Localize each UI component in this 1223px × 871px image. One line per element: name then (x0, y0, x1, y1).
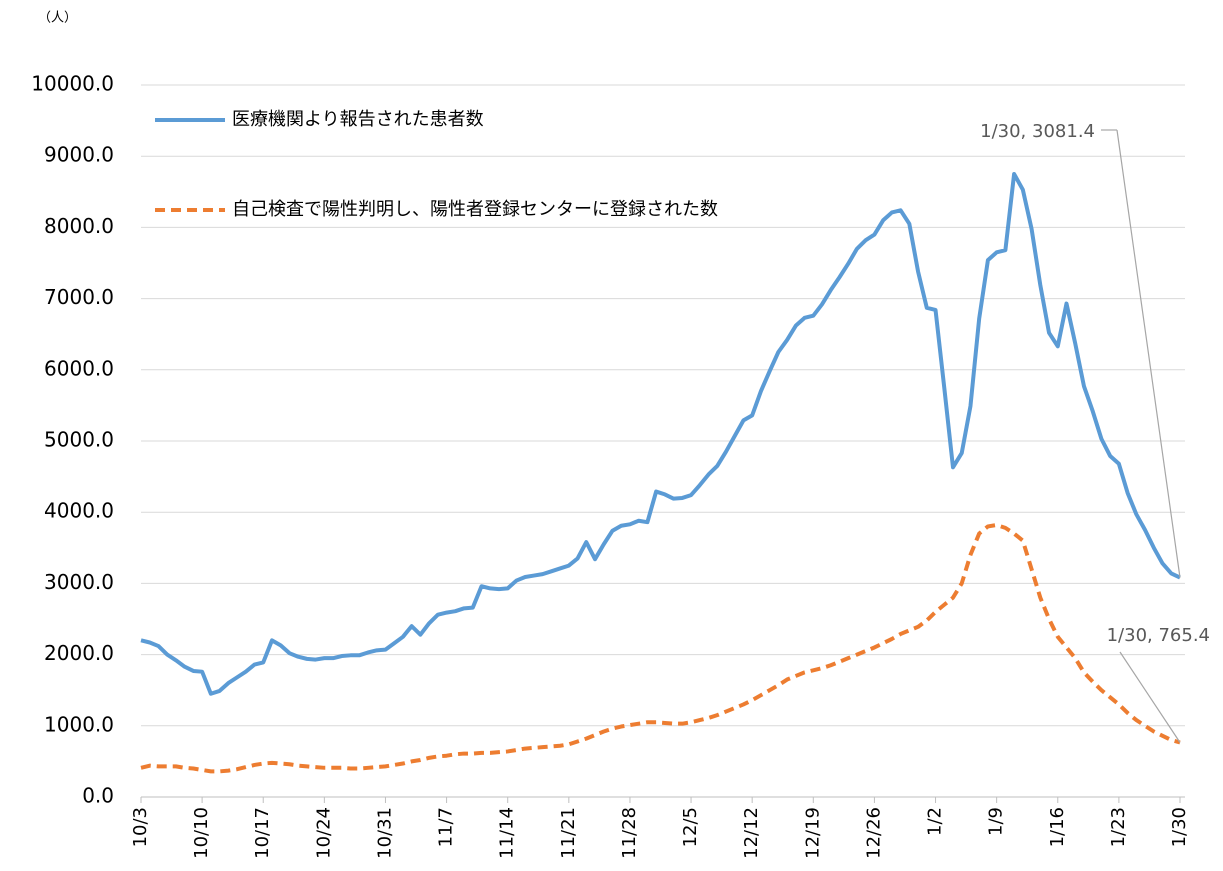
x-tick-label: 1/23 (1108, 807, 1129, 847)
y-tick-label: 3000.0 (44, 570, 114, 594)
legend-label: 医療機関より報告された患者数 (232, 109, 484, 130)
y-unit: （人） (38, 11, 77, 26)
series-line (140, 523, 1181, 774)
x-tick-label: 1/16 (1047, 807, 1068, 847)
y-tick-label: 6000.0 (44, 356, 114, 380)
x-tick-label: 1/9 (986, 807, 1007, 836)
x-tick-label: 12/12 (741, 807, 762, 859)
x-tick-label: 1/2 (925, 807, 946, 836)
x-tick-label: 1/30 (1169, 807, 1190, 847)
annotation: 1/30, 765.4 (1107, 625, 1210, 646)
x-tick-label: 10/10 (191, 807, 212, 859)
annotation-leader (1119, 651, 1181, 743)
legend-label: 自己検査で陽性判明し、陽性者登録センターに登録された数 (232, 199, 718, 220)
y-tick-label: 2000.0 (44, 641, 114, 665)
y-tick-label: 5000.0 (44, 428, 114, 452)
x-tick-label: 12/5 (680, 807, 701, 847)
x-tick-label: 11/21 (558, 807, 579, 859)
y-tick-label: 10000.0 (31, 72, 114, 96)
x-tick-label: 10/31 (374, 807, 395, 859)
annotation: 1/30, 3081.4 (980, 121, 1095, 142)
y-tick-label: 0.0 (82, 784, 114, 808)
y-tick-label: 4000.0 (44, 499, 114, 523)
x-tick-label: 12/19 (802, 807, 823, 859)
x-tick-label: 10/17 (252, 807, 273, 859)
series-line (140, 172, 1181, 696)
y-tick-label: 8000.0 (44, 214, 114, 238)
x-tick-label: 10/24 (313, 807, 334, 859)
y-tick-label: 9000.0 (44, 143, 114, 167)
x-tick-label: 11/14 (497, 807, 518, 859)
x-tick-label: 11/28 (619, 807, 640, 859)
x-tick-label: 11/7 (436, 807, 457, 847)
x-tick-label: 10/3 (130, 807, 151, 847)
annotation-leader (1116, 129, 1181, 578)
y-tick-label: 1000.0 (44, 712, 114, 736)
y-tick-label: 7000.0 (44, 285, 114, 309)
x-tick-label: 12/26 (863, 807, 884, 859)
